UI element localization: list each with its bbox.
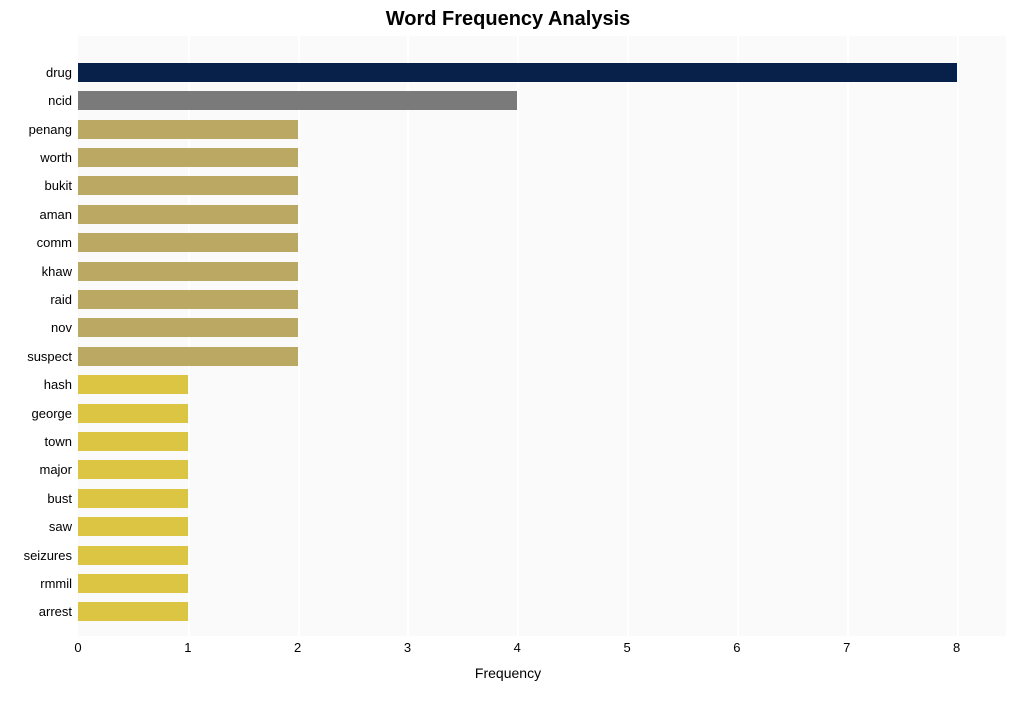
bar bbox=[78, 176, 298, 195]
grid-line bbox=[298, 36, 300, 636]
y-axis-category-label: rmmil bbox=[40, 576, 72, 591]
bar bbox=[78, 120, 298, 139]
y-axis-category-label: ncid bbox=[48, 93, 72, 108]
x-axis-tick-label: 3 bbox=[404, 640, 411, 655]
x-axis-label: Frequency bbox=[0, 665, 1016, 681]
bar bbox=[78, 233, 298, 252]
x-axis-tick-label: 1 bbox=[184, 640, 191, 655]
y-axis-category-label: nov bbox=[51, 320, 72, 335]
x-axis-tick-label: 7 bbox=[843, 640, 850, 655]
bar bbox=[78, 517, 188, 536]
bar bbox=[78, 602, 188, 621]
y-axis-category-label: hash bbox=[44, 377, 72, 392]
grid-line bbox=[627, 36, 629, 636]
x-axis-tick-label: 0 bbox=[74, 640, 81, 655]
grid-line bbox=[957, 36, 959, 636]
x-axis-tick-label: 5 bbox=[623, 640, 630, 655]
y-axis-category-label: raid bbox=[50, 292, 72, 307]
bar bbox=[78, 574, 188, 593]
y-axis-category-label: khaw bbox=[42, 264, 72, 279]
x-axis-tick-label: 4 bbox=[514, 640, 521, 655]
y-axis-category-label: penang bbox=[29, 122, 72, 137]
bar bbox=[78, 318, 298, 337]
grid-line bbox=[407, 36, 409, 636]
x-axis-tick-label: 2 bbox=[294, 640, 301, 655]
grid-line bbox=[517, 36, 519, 636]
bar bbox=[78, 205, 298, 224]
grid-line bbox=[847, 36, 849, 636]
bar bbox=[78, 432, 188, 451]
y-axis-category-label: town bbox=[45, 434, 72, 449]
y-axis-category-label: suspect bbox=[27, 349, 72, 364]
y-axis-category-label: worth bbox=[40, 150, 72, 165]
y-axis-category-label: seizures bbox=[24, 548, 72, 563]
grid-line bbox=[737, 36, 739, 636]
chart-title: Word Frequency Analysis bbox=[0, 8, 1016, 31]
y-axis-category-label: bukit bbox=[45, 178, 72, 193]
bar bbox=[78, 375, 188, 394]
y-axis-category-label: george bbox=[32, 406, 72, 421]
bar bbox=[78, 262, 298, 281]
bar bbox=[78, 148, 298, 167]
chart-container: Word Frequency Analysis Frequency drug nc… bbox=[0, 0, 1016, 701]
y-axis-category-label: major bbox=[39, 462, 72, 477]
x-axis-tick-label: 8 bbox=[953, 640, 960, 655]
bar bbox=[78, 91, 517, 110]
y-axis-category-label: aman bbox=[39, 207, 72, 222]
bar bbox=[78, 347, 298, 366]
y-axis-category-label: drug bbox=[46, 65, 72, 80]
bar bbox=[78, 489, 188, 508]
bar bbox=[78, 404, 188, 423]
y-axis-category-label: saw bbox=[49, 519, 72, 534]
y-axis-category-label: comm bbox=[37, 235, 72, 250]
x-axis-tick-label: 6 bbox=[733, 640, 740, 655]
bar bbox=[78, 546, 188, 565]
bar bbox=[78, 290, 298, 309]
bar bbox=[78, 63, 957, 82]
plot-area bbox=[78, 36, 1006, 636]
y-axis-category-label: arrest bbox=[39, 604, 72, 619]
y-axis-category-label: bust bbox=[47, 491, 72, 506]
bar bbox=[78, 460, 188, 479]
